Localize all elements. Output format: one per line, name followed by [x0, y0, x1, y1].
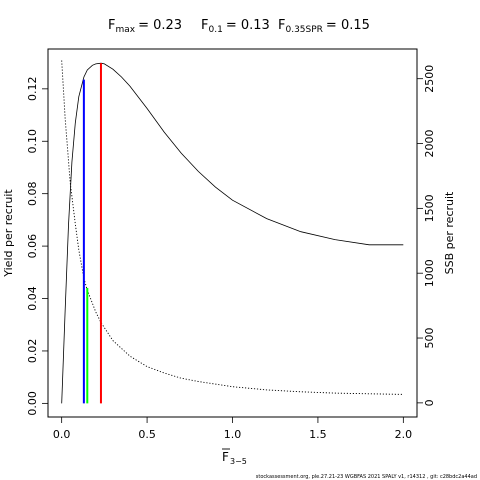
y-right-tick-label: 2500: [423, 65, 436, 93]
y-left-tick-label: 0.06: [26, 234, 39, 259]
y-left-tick-label: 0.12: [26, 77, 39, 102]
x-tick-label: 0.5: [138, 428, 156, 441]
y-right-tick-label: 1500: [423, 194, 436, 222]
y-right-tick-label: 2000: [423, 130, 436, 158]
y-right-tick-label: 1000: [423, 259, 436, 287]
plot-frame: [47, 48, 418, 418]
y-right-tick-label: 0: [423, 399, 436, 406]
x-tick-label: 1.5: [309, 428, 327, 441]
x-tick-label: 2.0: [395, 428, 413, 441]
x-tick-label: 1.0: [224, 428, 242, 441]
y-left-tick-label: 0.02: [26, 339, 39, 364]
y-left-tick-label: 0.00: [26, 391, 39, 416]
y-axis-left: 0.00 0.02 0.04 0.06 0.08 0.10 0.12: [26, 77, 48, 416]
y-left-tick-label: 0.10: [26, 129, 39, 154]
plot-area: [61, 60, 404, 404]
y-left-tick-label: 0.08: [26, 181, 39, 206]
x-axis: 0.0 0.5 1.0 1.5 2.0: [53, 417, 412, 441]
y-axis-left-title: Yield per recruit: [2, 189, 15, 278]
x-axis-title-sub: 3−5: [230, 457, 247, 466]
y-left-tick-label: 0.04: [26, 286, 39, 311]
y-right-tick-label: 500: [423, 328, 436, 349]
yield-per-recruit-line: [61, 62, 404, 404]
title-f035spr: F0.35SPR = 0.15: [278, 18, 370, 35]
title-f01: F0.1 = 0.13: [201, 18, 270, 35]
x-axis-title: F 3−5: [222, 448, 247, 466]
footer-note: stockassessment.org, ple.27.21-23 WGBFAS…: [256, 474, 477, 480]
chart-title: Fmax = 0.23 F0.1 = 0.13 F0.35SPR = 0.15: [108, 18, 370, 35]
y-axis-right: 0 500 1000 1500 2000 2500: [417, 65, 436, 406]
x-tick-label: 0.0: [53, 428, 71, 441]
y-axis-right-title: SSB per recruit: [443, 191, 456, 274]
title-fmax: Fmax = 0.23: [108, 18, 182, 35]
ssb-per-recruit-line: [61, 60, 404, 395]
x-axis-title-main: F: [222, 450, 229, 464]
